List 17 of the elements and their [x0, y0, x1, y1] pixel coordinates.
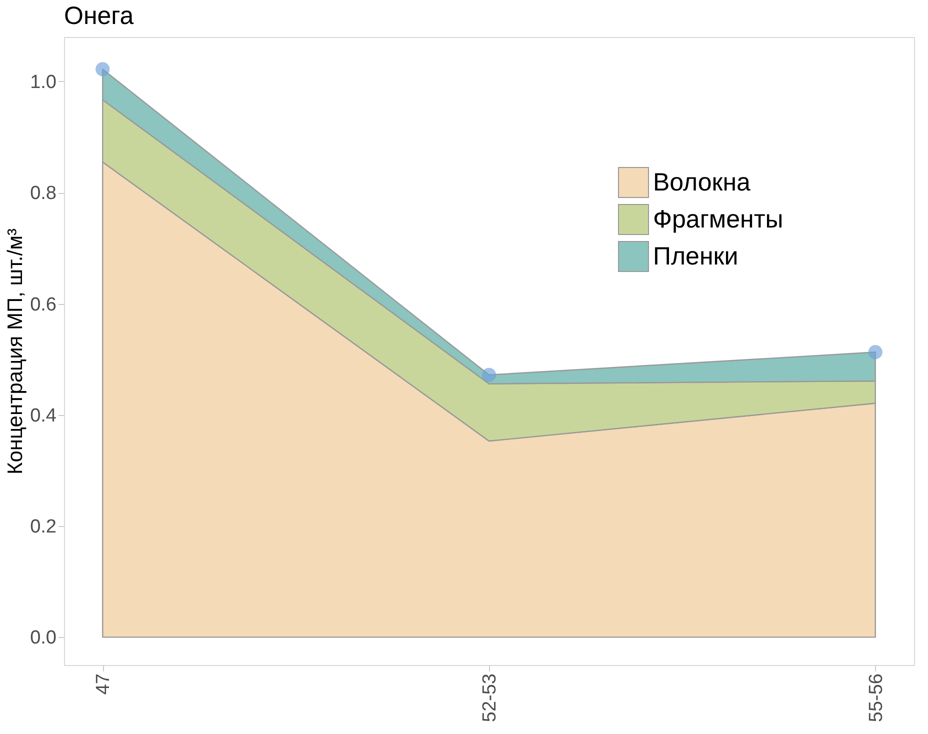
y-tick-label: 0.4 [30, 405, 57, 426]
legend-label: Фрагменты [653, 206, 784, 234]
x-tick-label: 55-56 [866, 674, 887, 722]
point [482, 368, 496, 382]
x-tick-label: 47 [93, 674, 114, 695]
y-tick-label: 1.0 [30, 72, 56, 93]
y-tick-label: 0.0 [30, 628, 56, 649]
x-tick-label: 52-53 [480, 674, 500, 722]
y-axis-title: Концентрация МП, шт./м³ [4, 228, 28, 475]
y-tick-label: 0.2 [30, 516, 56, 538]
legend-label: Пленки [653, 242, 738, 270]
legend-label: Волокна [653, 168, 751, 196]
chart-title: Онега [64, 2, 134, 30]
y-tick-label: 0.8 [30, 183, 56, 204]
point [96, 62, 110, 76]
y-tick-label: 0.6 [30, 294, 56, 316]
point [868, 345, 882, 360]
